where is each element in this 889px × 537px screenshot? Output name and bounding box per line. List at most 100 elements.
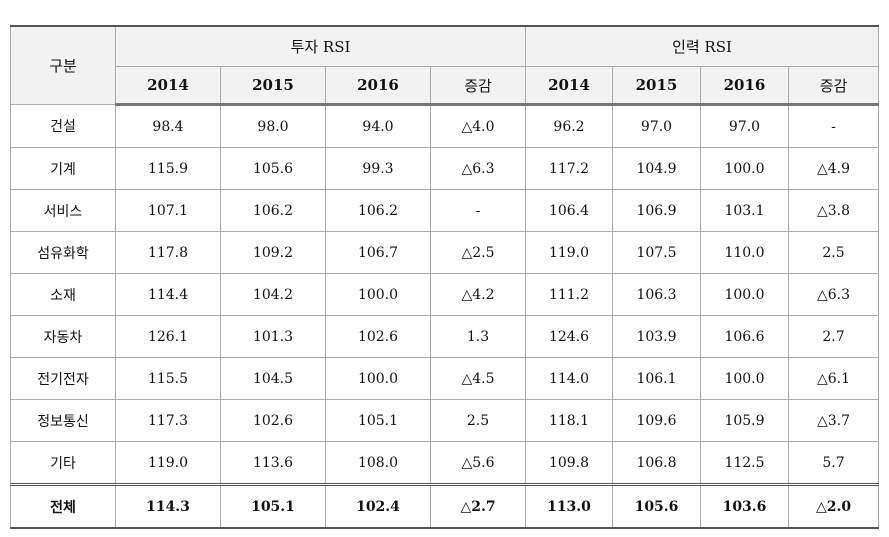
cell: 114.4 xyxy=(115,273,221,316)
cell: 124.6 xyxy=(525,315,613,358)
column-header: 2016 xyxy=(700,66,789,106)
cell: 97.0 xyxy=(700,104,789,148)
cell: 103.6 xyxy=(700,483,789,529)
group-header: 인력 RSI xyxy=(525,25,879,67)
column-header: 2016 xyxy=(325,66,431,106)
cell: 103.9 xyxy=(612,315,701,358)
row-label: 자동차 xyxy=(10,315,116,358)
cell: △5.6 xyxy=(430,441,526,485)
rsi-table: 구분 투자 RSI 인력 RSI 2014 2015 2016 증감 2014 2015 201… xyxy=(10,25,879,529)
cell: 99.3 xyxy=(325,147,431,190)
cell: 107.5 xyxy=(612,231,701,274)
data-row: 섬유화학 117.8 109.2 106.7 △2.5 119.0 107.5 110.0 2.… xyxy=(10,231,879,274)
cell: 106.2 xyxy=(220,189,326,232)
cell: 117.2 xyxy=(525,147,613,190)
cell: 105.6 xyxy=(612,483,701,529)
data-row: 기타 119.0 113.6 108.0 △5.6 109.8 106.8 112.5 5.7 xyxy=(10,441,879,485)
cell: 100.0 xyxy=(700,147,789,190)
cell: 100.0 xyxy=(700,273,789,316)
data-row: 기계 115.9 105.6 99.3 △6.3 117.2 104.9 100.0 △4.9 xyxy=(10,147,879,190)
cell: △4.5 xyxy=(430,357,526,400)
data-row: 소재 114.4 104.2 100.0 △4.2 111.2 106.3 100.0 △6.3 xyxy=(10,273,879,316)
column-header: 2014 xyxy=(115,66,221,106)
cell: 113.0 xyxy=(525,483,613,529)
cell: 119.0 xyxy=(115,441,221,485)
column-header: 증감 xyxy=(430,66,526,106)
cell: 104.5 xyxy=(220,357,326,400)
cell: 106.7 xyxy=(325,231,431,274)
cell: △2.7 xyxy=(430,483,526,529)
cell: △4.2 xyxy=(430,273,526,316)
cell: 102.4 xyxy=(325,483,431,529)
cell: △3.7 xyxy=(788,399,879,442)
data-row: 전기전자 115.5 104.5 100.0 △4.5 114.0 106.1 100.0 △6… xyxy=(10,357,879,400)
cell: △2.0 xyxy=(788,483,879,529)
group-header: 투자 RSI xyxy=(115,25,526,67)
row-label: 서비스 xyxy=(10,189,116,232)
cell: 102.6 xyxy=(220,399,326,442)
cell: 2.7 xyxy=(788,315,879,358)
cell: △6.3 xyxy=(788,273,879,316)
data-row: 정보통신 117.3 102.6 105.1 2.5 118.1 109.6 105.9 △3.… xyxy=(10,399,879,442)
table-body: 건설 98.4 98.0 94.0 △4.0 96.2 97.0 97.0- 기계 115.9 10… xyxy=(10,104,879,529)
cell: 109.8 xyxy=(525,441,613,485)
cell: 117.8 xyxy=(115,231,221,274)
cell: 106.2 xyxy=(325,189,431,232)
data-row: 자동차 126.1 101.3 102.6 1.3 124.6 103.9 106.6 2.7 xyxy=(10,315,879,358)
cell: 109.6 xyxy=(612,399,701,442)
row-label: 전체 xyxy=(10,483,116,529)
table-head: 구분 투자 RSI 인력 RSI 2014 2015 2016 증감 2014 2015 201… xyxy=(10,25,879,106)
row-label: 정보통신 xyxy=(10,399,116,442)
cell: 106.1 xyxy=(612,357,701,400)
cell: 105.9 xyxy=(700,399,789,442)
cell: 108.0 xyxy=(325,441,431,485)
cell: 105.1 xyxy=(325,399,431,442)
column-header: 2015 xyxy=(220,66,326,106)
cell: 114.3 xyxy=(115,483,221,529)
cell: 119.0 xyxy=(525,231,613,274)
cell: △2.5 xyxy=(430,231,526,274)
total-row: 전체 114.3 105.1 102.4 △2.7 113.0 105.6 103.6 △2.0 xyxy=(10,483,879,529)
row-label: 전기전자 xyxy=(10,357,116,400)
row-label: 기계 xyxy=(10,147,116,190)
cell: 112.5 xyxy=(700,441,789,485)
cell: 117.3 xyxy=(115,399,221,442)
cell: △4.0 xyxy=(430,104,526,148)
row-label: 섬유화학 xyxy=(10,231,116,274)
cell: 102.6 xyxy=(325,315,431,358)
corner-header: 구분 xyxy=(10,25,116,105)
cell: 106.6 xyxy=(700,315,789,358)
cell: 103.1 xyxy=(700,189,789,232)
cell: 106.4 xyxy=(525,189,613,232)
cell: 104.9 xyxy=(612,147,701,190)
cell: 115.5 xyxy=(115,357,221,400)
cell: 106.3 xyxy=(612,273,701,316)
cell: 5.7 xyxy=(788,441,879,485)
cell: 2.5 xyxy=(430,399,526,442)
data-row: 서비스 107.1 106.2 106.2-106.4 106.9 103.1 △3.8 xyxy=(10,189,879,232)
cell: 107.1 xyxy=(115,189,221,232)
cell: 100.0 xyxy=(700,357,789,400)
row-label: 기타 xyxy=(10,441,116,485)
cell: 111.2 xyxy=(525,273,613,316)
cell: △6.1 xyxy=(788,357,879,400)
cell: 106.9 xyxy=(612,189,701,232)
cell: 126.1 xyxy=(115,315,221,358)
cell: 106.8 xyxy=(612,441,701,485)
cell: 100.0 xyxy=(325,357,431,400)
cell: 115.9 xyxy=(115,147,221,190)
column-header: 2015 xyxy=(612,66,701,106)
cell: △4.9 xyxy=(788,147,879,190)
column-header: 2014 xyxy=(525,66,613,106)
data-row: 건설 98.4 98.0 94.0 △4.0 96.2 97.0 97.0- xyxy=(10,104,879,148)
cell: 2.5 xyxy=(788,231,879,274)
cell: 100.0 xyxy=(325,273,431,316)
cell: 97.0 xyxy=(612,104,701,148)
cell: 104.2 xyxy=(220,273,326,316)
cell: △3.8 xyxy=(788,189,879,232)
cell: 94.0 xyxy=(325,104,431,148)
row-label: 건설 xyxy=(10,104,116,148)
cell: 110.0 xyxy=(700,231,789,274)
cell: 98.4 xyxy=(115,104,221,148)
